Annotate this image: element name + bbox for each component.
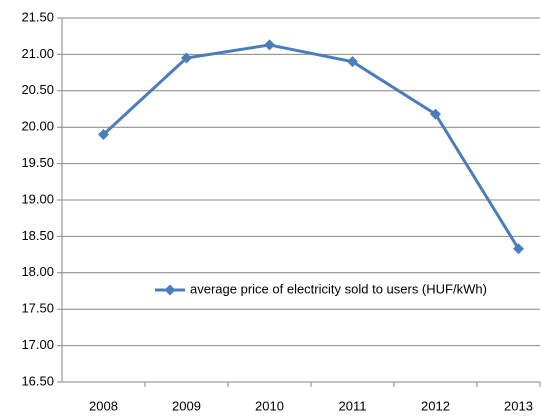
data-point: [98, 128, 109, 140]
y-tick-label: 18.00: [21, 264, 54, 279]
y-tick-label: 20.00: [21, 119, 54, 134]
legend-marker: [164, 284, 176, 296]
y-tick-label: 17.00: [21, 337, 54, 352]
data-point: [181, 52, 192, 64]
y-tick-label: 18.50: [21, 228, 54, 243]
x-tick-label: 2009: [172, 398, 201, 413]
x-tick-label: 2011: [339, 398, 367, 413]
y-tick-label: 21.00: [21, 46, 54, 61]
x-tick-label: 2010: [255, 398, 284, 413]
data-point: [347, 56, 358, 68]
y-tick-label: 17.50: [21, 301, 54, 316]
y-tick-label: 21.50: [21, 9, 54, 24]
y-tick-label: 19.50: [21, 155, 54, 170]
y-tick-label: 19.00: [21, 191, 54, 206]
data-line: [102, 43, 520, 250]
y-tick-label: 20.50: [21, 82, 54, 97]
y-tick-label: 16.50: [21, 373, 54, 388]
data-point: [264, 39, 275, 51]
x-tick-label: 2012: [421, 398, 450, 413]
data-point: [430, 108, 441, 120]
x-tick-label: 2008: [89, 398, 118, 413]
data-point: [513, 243, 524, 255]
legend-label: average price of electricity sold to use…: [190, 281, 487, 296]
x-tick-label: 2013: [504, 398, 533, 413]
